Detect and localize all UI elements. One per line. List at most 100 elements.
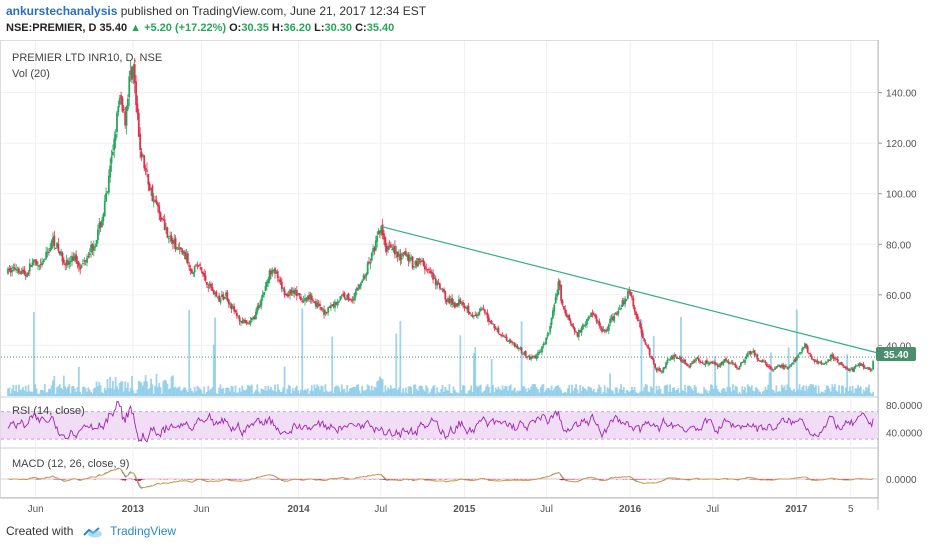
volume-bar (583, 388, 586, 396)
volume-bar (507, 390, 509, 396)
price-badge-bg (876, 347, 916, 361)
volume-bar (614, 387, 617, 396)
candle-body (321, 308, 324, 310)
volume-bar (798, 384, 801, 396)
chart-canvas[interactable]: Jun 2013 Jun 2014 Jul 2015 Jul 2016 Jul 2017 540.0… (0, 0, 932, 520)
macd-histogram-bar (470, 479, 473, 480)
macd-histogram-bar (291, 478, 294, 480)
candle-body (308, 294, 310, 299)
volume-bar (854, 388, 857, 396)
volume-bar (156, 387, 159, 396)
candle-body (53, 235, 56, 247)
volume-bar (61, 389, 64, 396)
volume-pane-title: Vol (20) (12, 68, 50, 80)
volume-bar (122, 391, 125, 396)
macd-histogram-bar (379, 479, 381, 480)
candle-body (147, 174, 150, 185)
candle-body (276, 271, 279, 279)
candle-body (500, 334, 503, 336)
symbol-label: NSE:PREMIER, D (6, 22, 97, 34)
macd-histogram-bar (594, 479, 597, 480)
candle-body (816, 360, 819, 364)
macd-histogram-bar (98, 478, 101, 479)
volume-bar (753, 391, 756, 396)
candle-body (304, 298, 306, 302)
volume-bar (314, 387, 317, 396)
macd-histogram-bar (324, 478, 327, 480)
volume-bar (711, 385, 714, 396)
volume-bar (394, 388, 396, 396)
candle-body (742, 361, 745, 363)
macd-histogram-bar (162, 478, 165, 480)
volume-bar (192, 392, 195, 396)
candle-body (477, 314, 479, 316)
macd-histogram-bar (546, 478, 549, 480)
volume-bar (723, 388, 726, 396)
macd-histogram-bar (821, 478, 824, 480)
candle-body (453, 302, 456, 308)
candle-body (704, 360, 707, 365)
macd-histogram-bar (255, 478, 257, 480)
macd-histogram-bar (847, 479, 850, 480)
macd-histogram-bar (150, 478, 152, 480)
volume-bar (42, 390, 45, 396)
candle-body (716, 364, 719, 367)
candle-body (682, 359, 685, 362)
macd-histogram-bar (576, 479, 579, 480)
candle-body (761, 360, 764, 363)
volume-bar (177, 387, 180, 396)
volume-bar (308, 393, 310, 396)
macd-histogram-bar (468, 479, 471, 480)
macd-histogram-bar (764, 478, 767, 480)
macd-histogram-bar (438, 479, 441, 480)
candle-body (666, 360, 669, 363)
volume-bar (13, 391, 16, 396)
macd-histogram-bar (156, 478, 159, 480)
candle-body (524, 350, 527, 357)
volume-bar (571, 384, 573, 396)
macd-histogram-bar (771, 479, 774, 480)
candle-body (458, 299, 460, 306)
volume-bar (606, 387, 609, 396)
volume-bar (633, 387, 636, 396)
candle-body (832, 355, 835, 359)
volume-bar (492, 384, 494, 396)
candle-body (226, 291, 229, 301)
candle-body (121, 97, 124, 112)
volume-bar (118, 382, 121, 396)
candle-body (650, 355, 652, 358)
macd-histogram-bar (147, 478, 150, 480)
macd-histogram-bar (511, 478, 513, 480)
volume-bar (449, 393, 452, 396)
tradingview-brand[interactable]: TradingView (110, 524, 177, 538)
macd-histogram-bar (556, 478, 558, 480)
price-tick-label: 80.00 (886, 240, 911, 251)
volume-bar (631, 386, 633, 396)
macd-histogram-bar (169, 478, 172, 480)
volume-bar (143, 381, 146, 396)
volume-bar (846, 354, 849, 396)
candle-body (274, 268, 276, 274)
volume-bar (718, 391, 721, 396)
macd-histogram-bar (765, 479, 768, 480)
candle-body (746, 353, 749, 357)
macd-histogram-bar (300, 479, 302, 480)
volume-bar (121, 381, 124, 396)
volume-bar (237, 392, 240, 396)
volume-bar (697, 392, 700, 396)
candle-body (105, 193, 107, 202)
volume-bar (32, 312, 35, 396)
candle-body (774, 367, 776, 370)
macd-histogram-bar (120, 479, 122, 480)
author-link[interactable]: ankurstechanalysis (6, 4, 118, 18)
volume-bar (705, 390, 708, 396)
macd-histogram-bar (30, 478, 33, 480)
candle-body (186, 253, 189, 264)
candle-body (622, 301, 625, 305)
volume-bar (406, 393, 409, 396)
candle-body (497, 328, 500, 334)
volume-bar (148, 387, 151, 396)
macd-histogram-bar (814, 478, 817, 480)
macd-histogram-bar (77, 479, 80, 480)
candle-body (156, 203, 159, 207)
